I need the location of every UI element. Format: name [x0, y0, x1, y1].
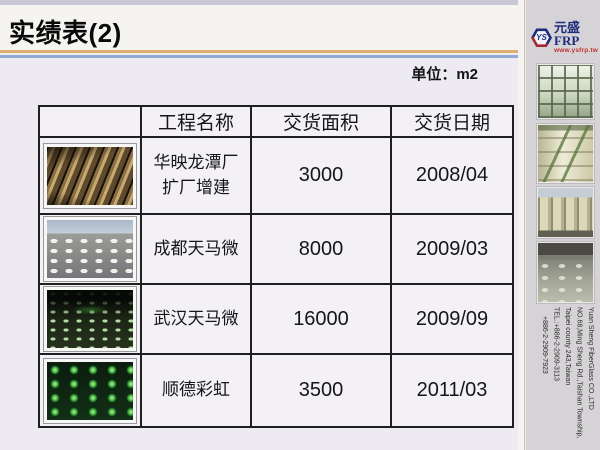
ys-monogram-text: YS [536, 33, 547, 43]
project-photo-ceiling-framework [44, 143, 136, 208]
delivery-date: 2008/04 [390, 136, 514, 215]
project-photo-construction-site [44, 217, 136, 281]
project-photo-cell [38, 283, 142, 355]
contact-line: TEL.:+886-2-2909-3113 [552, 307, 560, 382]
contact-line: +886-2-2909-7923 [540, 316, 548, 374]
title-rule-blue [0, 55, 518, 58]
sidebar-photo-frp-tank [537, 124, 594, 183]
table-row: 顺德彩虹 3500 2011/03 [38, 353, 514, 428]
title-bar: 实绩表(2) [0, 5, 518, 50]
table-header-row: 工程名称 交货面积 交货日期 [38, 105, 514, 138]
contact-line: NO.68,Ming Sheng Rd.,Taishan Township, [575, 307, 583, 439]
delivery-date: 2009/03 [390, 213, 514, 285]
brand-url: www.ysfrp.tw [554, 47, 599, 54]
ys-monogram: YS [534, 31, 549, 45]
header-delivery-date: 交货日期 [390, 105, 514, 138]
table-row: 成都天马微 8000 2009/03 [38, 213, 514, 285]
company-contact-info: Yuan Sheng FiberGlass CO.,LTD NO.68,Ming… [538, 307, 596, 447]
unit-label: 单位：m2 [411, 66, 478, 83]
project-photo-dark-green-floor [44, 287, 136, 351]
project-photo-cell [38, 136, 142, 215]
contact-line: Yuan Sheng FiberGlass CO.,LTD [587, 307, 594, 410]
delivery-area: 16000 [250, 283, 392, 355]
contact-line: Taipei county 243,Taiwan [563, 307, 571, 386]
title-rule-gap [0, 53, 518, 55]
sidebar-photo-storage-tanks [537, 187, 594, 238]
delivery-date: 2011/03 [390, 353, 514, 428]
delivery-area: 3500 [250, 353, 392, 428]
brand-text-block: 元盛FRP www.ysfrp.tw [554, 21, 600, 55]
project-name: 武汉天马微 [140, 283, 252, 355]
slide-main-area: 实绩表(2) 单位：m2 工程名称 交货面积 交货日期 华映龙潭厂 扩厂增建 3… [0, 0, 518, 428]
project-photo-cell [38, 213, 142, 285]
delivery-area: 8000 [250, 213, 392, 285]
header-project-name: 工程名称 [140, 105, 252, 138]
company-logo: YS 元盛FRP www.ysfrp.tw [531, 21, 600, 55]
title-rule-orange [0, 50, 518, 53]
company-sidebar: YS 元盛FRP www.ysfrp.tw Yuan Sheng FiberGl… [526, 0, 600, 450]
ys-hexagon-logo-icon: YS [531, 28, 552, 47]
project-name: 华映龙潭厂 扩厂增建 [140, 136, 252, 215]
header-photo-column [38, 105, 142, 138]
delivery-area: 3000 [250, 136, 392, 215]
project-name: 成都天马微 [140, 213, 252, 285]
table-row: 华映龙潭厂 扩厂增建 3000 2008/04 [38, 136, 514, 215]
project-photo-green-domes [44, 358, 136, 423]
sidebar-photo-coffered-ceiling [537, 64, 594, 119]
sidebar-photo-warehouse-floor [537, 242, 594, 303]
header-delivery-area: 交货面积 [250, 105, 392, 138]
page-title: 实绩表(2) [9, 18, 122, 48]
delivery-date: 2009/09 [390, 283, 514, 355]
brand-name: 元盛FRP [554, 20, 581, 48]
project-name: 顺德彩虹 [140, 353, 252, 428]
slide-sidebar-divider [518, 0, 525, 450]
projects-table: 工程名称 交货面积 交货日期 华映龙潭厂 扩厂增建 3000 2008/04 成… [38, 105, 514, 428]
project-photo-cell [38, 353, 142, 428]
table-row: 武汉天马微 16000 2009/09 [38, 283, 514, 355]
top-accent-strip [0, 0, 518, 5]
